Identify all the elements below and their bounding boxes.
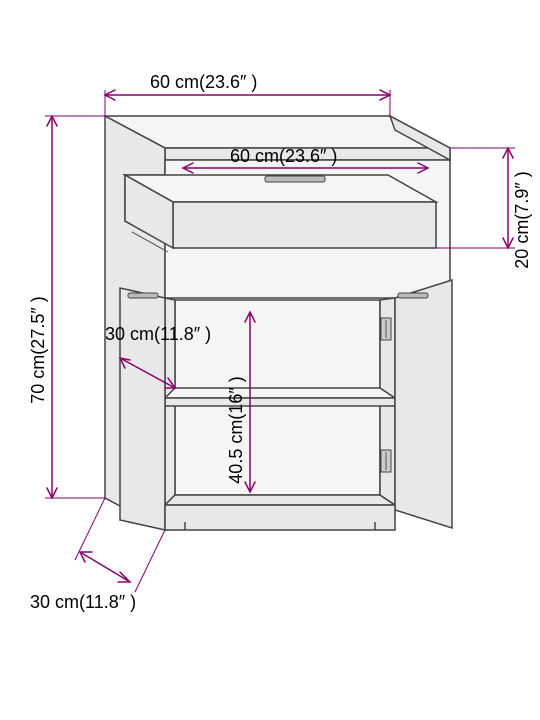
svg-text:30 cm(11.8″ ): 30 cm(11.8″ ) [105,324,211,344]
svg-text:60 cm(23.6″ ): 60 cm(23.6″ ) [230,146,337,166]
door-h-cm: 40.5 cm [226,420,246,484]
dim-top-width: 60 cm(23.6″ ) [105,72,390,116]
drawer-h-cm: 20 cm [512,220,532,269]
base-front [165,505,395,530]
shelf-edge [165,398,395,406]
drawer-h-in: (7.9″ ) [512,171,532,219]
left-height-in: (27.5″ ) [28,296,48,354]
top-width-in: (23.6″ ) [199,72,257,92]
svg-text:30 cm(11.8″ ): 30 cm(11.8″ ) [30,592,136,612]
bottom-depth-in: (11.8″ ) [79,592,136,612]
top-width-cm: 60 cm [150,72,199,92]
door-h-in: (16″ ) [226,376,246,419]
right-door [395,280,452,528]
shelf-depth-in: (11.8″ ) [154,324,211,344]
shelf [165,388,395,398]
svg-text:40.5 cm(16″ ): 40.5 cm(16″ ) [226,376,246,483]
svg-text:20 cm(7.9″ ): 20 cm(7.9″ ) [512,171,532,268]
drawer-width-cm: 60 cm [230,146,279,166]
bottom-depth-cm: 30 cm [30,592,79,612]
interior-floor [165,495,395,505]
svg-text:60 cm(23.6″ ): 60 cm(23.6″ ) [150,72,257,92]
left-door-handle [128,293,158,298]
cabinet-diagram: 60 cm(23.6″ ) 60 cm(23.6″ ) 30 cm(11.8″ … [0,0,540,720]
shelf-depth-cm: 30 cm [105,324,154,344]
dim-left-height: 70 cm(27.5″ ) [28,116,105,498]
left-height-cm: 70 cm [28,355,48,404]
drawer-width-in: (23.6″ ) [279,146,337,166]
svg-text:70 cm(27.5″ ): 70 cm(27.5″ ) [28,296,48,403]
